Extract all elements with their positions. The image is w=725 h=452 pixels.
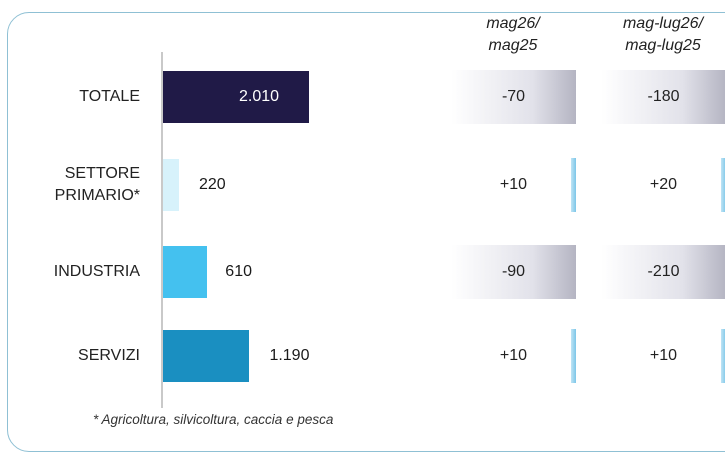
bar-value-label: 610 — [225, 263, 252, 280]
change-cell: +10 — [601, 329, 725, 383]
category-label-line: INDUSTRIA — [53, 263, 140, 280]
category-label: INDUSTRIA — [10, 261, 140, 283]
category-label-line: TOTALE — [79, 88, 140, 105]
category-label: TOTALE — [10, 86, 140, 108]
change-value: -210 — [647, 263, 680, 280]
bar — [163, 159, 179, 211]
category-label-line: SERVIZI — [78, 347, 140, 364]
column-header-line: mag-lug26/ — [622, 15, 704, 32]
change-cell: -180 — [601, 70, 725, 124]
category-axis-line — [161, 52, 163, 408]
column-header-line: mag-lug25 — [625, 37, 701, 54]
column-header-line: mag26/ — [486, 15, 540, 32]
change-value: +10 — [499, 176, 528, 193]
change-cell: +10 — [451, 158, 576, 212]
change-value: +10 — [499, 347, 528, 364]
change-cell: +10 — [451, 329, 576, 383]
change-value: -180 — [647, 88, 680, 105]
change-cell: +20 — [601, 158, 725, 212]
footnote: * Agricoltura, silvicoltura, caccia e pe… — [93, 412, 334, 427]
change-value: +20 — [649, 176, 678, 193]
change-value: +10 — [649, 347, 678, 364]
bar — [163, 246, 208, 298]
category-label: SETTORE PRIMARIO* — [10, 163, 140, 207]
change-value: -70 — [501, 88, 526, 105]
change-value: -90 — [501, 263, 526, 280]
bar-value-label: 220 — [198, 176, 226, 193]
bar — [163, 330, 250, 382]
bar-value-label: 2.010 — [239, 88, 280, 105]
change-cell: -210 — [601, 245, 725, 299]
change-cell: -90 — [451, 245, 576, 299]
category-label-line: PRIMARIO* — [54, 187, 140, 204]
category-label-line: SETTORE — [64, 165, 140, 182]
column-header: mag-lug26/mag-lug25 — [598, 13, 725, 57]
bar-value-label: 1.190 — [269, 347, 310, 364]
bar — [163, 71, 309, 123]
change-cell: -70 — [451, 70, 576, 124]
column-header: mag26/mag25 — [448, 13, 578, 57]
column-header-line: mag25 — [488, 37, 538, 54]
category-label: SERVIZI — [10, 345, 140, 367]
